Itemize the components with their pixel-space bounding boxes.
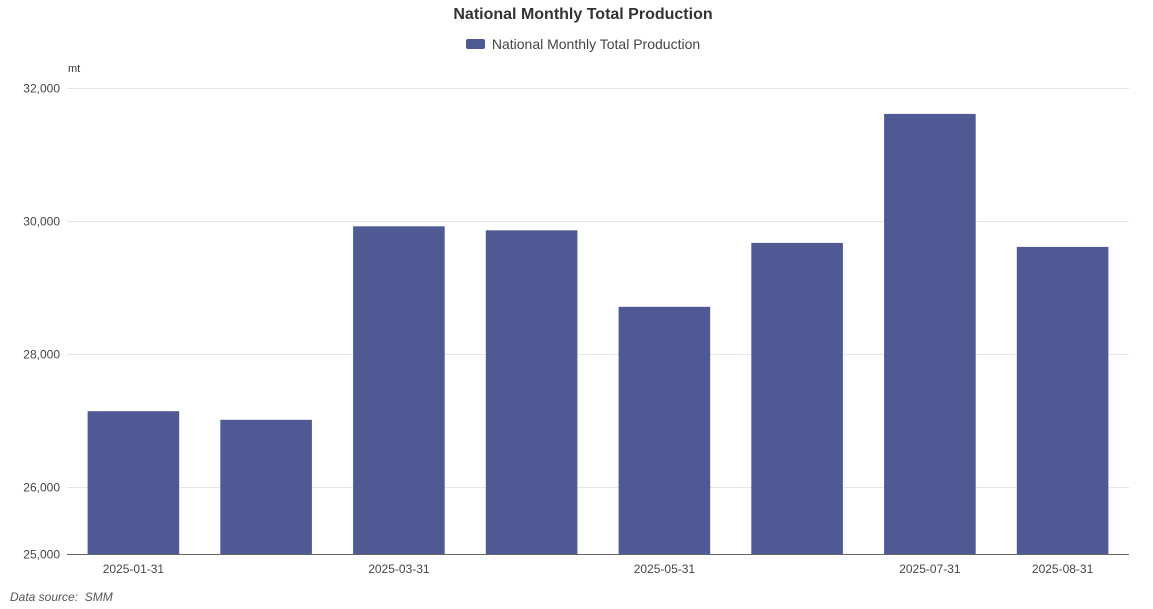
x-tick-label: 2025-08-31 <box>1032 562 1094 576</box>
bar <box>220 419 312 554</box>
bar <box>751 242 843 554</box>
bar <box>884 113 976 555</box>
legend-swatch <box>465 39 485 49</box>
x-tick-label: 2025-01-31 <box>103 562 165 576</box>
data-source-note: Data source: SMM <box>10 590 113 604</box>
chart-title: National Monthly Total Production <box>453 6 713 23</box>
bar <box>87 411 180 554</box>
x-tick-label: 2025-07-31 <box>899 562 961 576</box>
y-tick-label: 30,000 <box>23 215 60 229</box>
legend-label: National Monthly Total Production <box>491 36 701 52</box>
chart-legend[interactable]: National Monthly Total Production <box>0 36 1153 52</box>
data-source-label: Data source: <box>10 590 79 604</box>
bar <box>618 306 711 554</box>
x-tick-label: 2025-03-31 <box>368 562 430 576</box>
x-tick-label: 2025-05-31 <box>634 562 696 576</box>
y-tick-label: 28,000 <box>23 348 60 362</box>
y-tick-label: 26,000 <box>23 481 60 495</box>
y-axis-unit-label: mt <box>68 63 80 75</box>
y-tick-label: 25,000 <box>23 548 60 562</box>
y-tick-label: 32,000 <box>23 82 60 96</box>
bar <box>1016 246 1109 554</box>
bar <box>353 226 445 555</box>
data-source-value: SMM <box>84 590 113 604</box>
bar <box>485 230 578 555</box>
